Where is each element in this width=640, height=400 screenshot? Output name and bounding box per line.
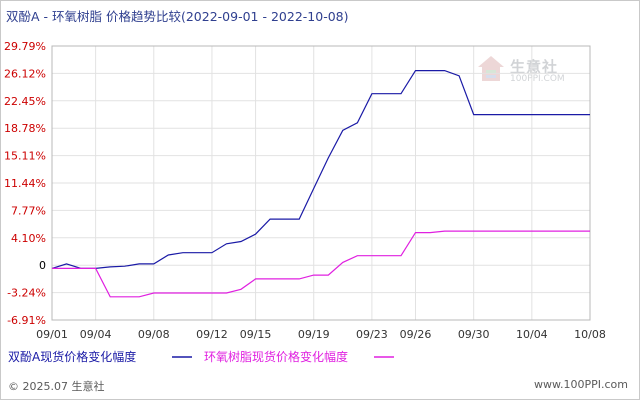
x-tick-label: 09/12 — [196, 328, 228, 341]
series-line-bisphenol-a — [51, 69, 590, 269]
tick-labels: 29.79% 26.12% 22.45% 18.78% 15.11% 11.44% 7.77… — [4, 40, 606, 341]
y-tick-label: -3.24% — [7, 287, 46, 300]
x-tick-label: 09/19 — [298, 328, 330, 341]
legend-label: 环氧树脂现货价格变化幅度 — [204, 349, 348, 364]
grid — [51, 45, 591, 321]
y-tick-label: 22.45% — [4, 95, 46, 108]
axes — [51, 45, 591, 321]
y-tick-label: 11.44% — [4, 177, 46, 190]
legend: 双酚A现货价格变化幅度 环氧树脂现货价格变化幅度 — [8, 349, 394, 364]
x-tick-label: 09/30 — [458, 328, 490, 341]
plot-area-border — [51, 45, 591, 321]
watermark-name: 生意社 — [510, 58, 559, 76]
watermark-logo: 生意社 100PPI.COM — [476, 54, 586, 94]
series-line-epoxy-resin — [52, 230, 590, 298]
x-tick-label: 10/04 — [516, 328, 548, 341]
series-lines — [51, 69, 590, 298]
chart-title: 双酚A - 环氧树脂 价格趋势比较(2022-09-01 - 2022-10-0… — [6, 9, 349, 24]
x-tick-label: 09/23 — [356, 328, 388, 341]
y-tick-label: -6.91% — [7, 314, 46, 327]
y-tick-label: 26.12% — [4, 67, 46, 80]
x-tick-label: 09/01 — [36, 328, 68, 341]
y-tick-label: 15.11% — [4, 150, 46, 163]
y-tick-label: 18.78% — [4, 122, 46, 135]
y-tick-label: 29.79% — [4, 40, 46, 53]
y-tick-label: 4.10% — [11, 232, 46, 245]
x-tick-label: 10/08 — [574, 328, 606, 341]
house-logo-icon — [478, 56, 504, 81]
watermark-domain: 100PPI.COM — [510, 74, 565, 84]
footer-site-link[interactable]: www.100PPI.com — [534, 378, 628, 391]
x-tick-label: 09/15 — [240, 328, 272, 341]
y-tick-label: 0 — [39, 259, 46, 272]
x-tick-label: 09/04 — [80, 328, 112, 341]
x-tick-label: 09/26 — [400, 328, 432, 341]
legend-label: 双酚A现货价格变化幅度 — [8, 349, 136, 364]
footer-copyright: © 2025.07 生意社 — [8, 380, 105, 393]
x-tick-label: 09/08 — [138, 328, 170, 341]
y-tick-label: 7.77% — [11, 204, 46, 217]
